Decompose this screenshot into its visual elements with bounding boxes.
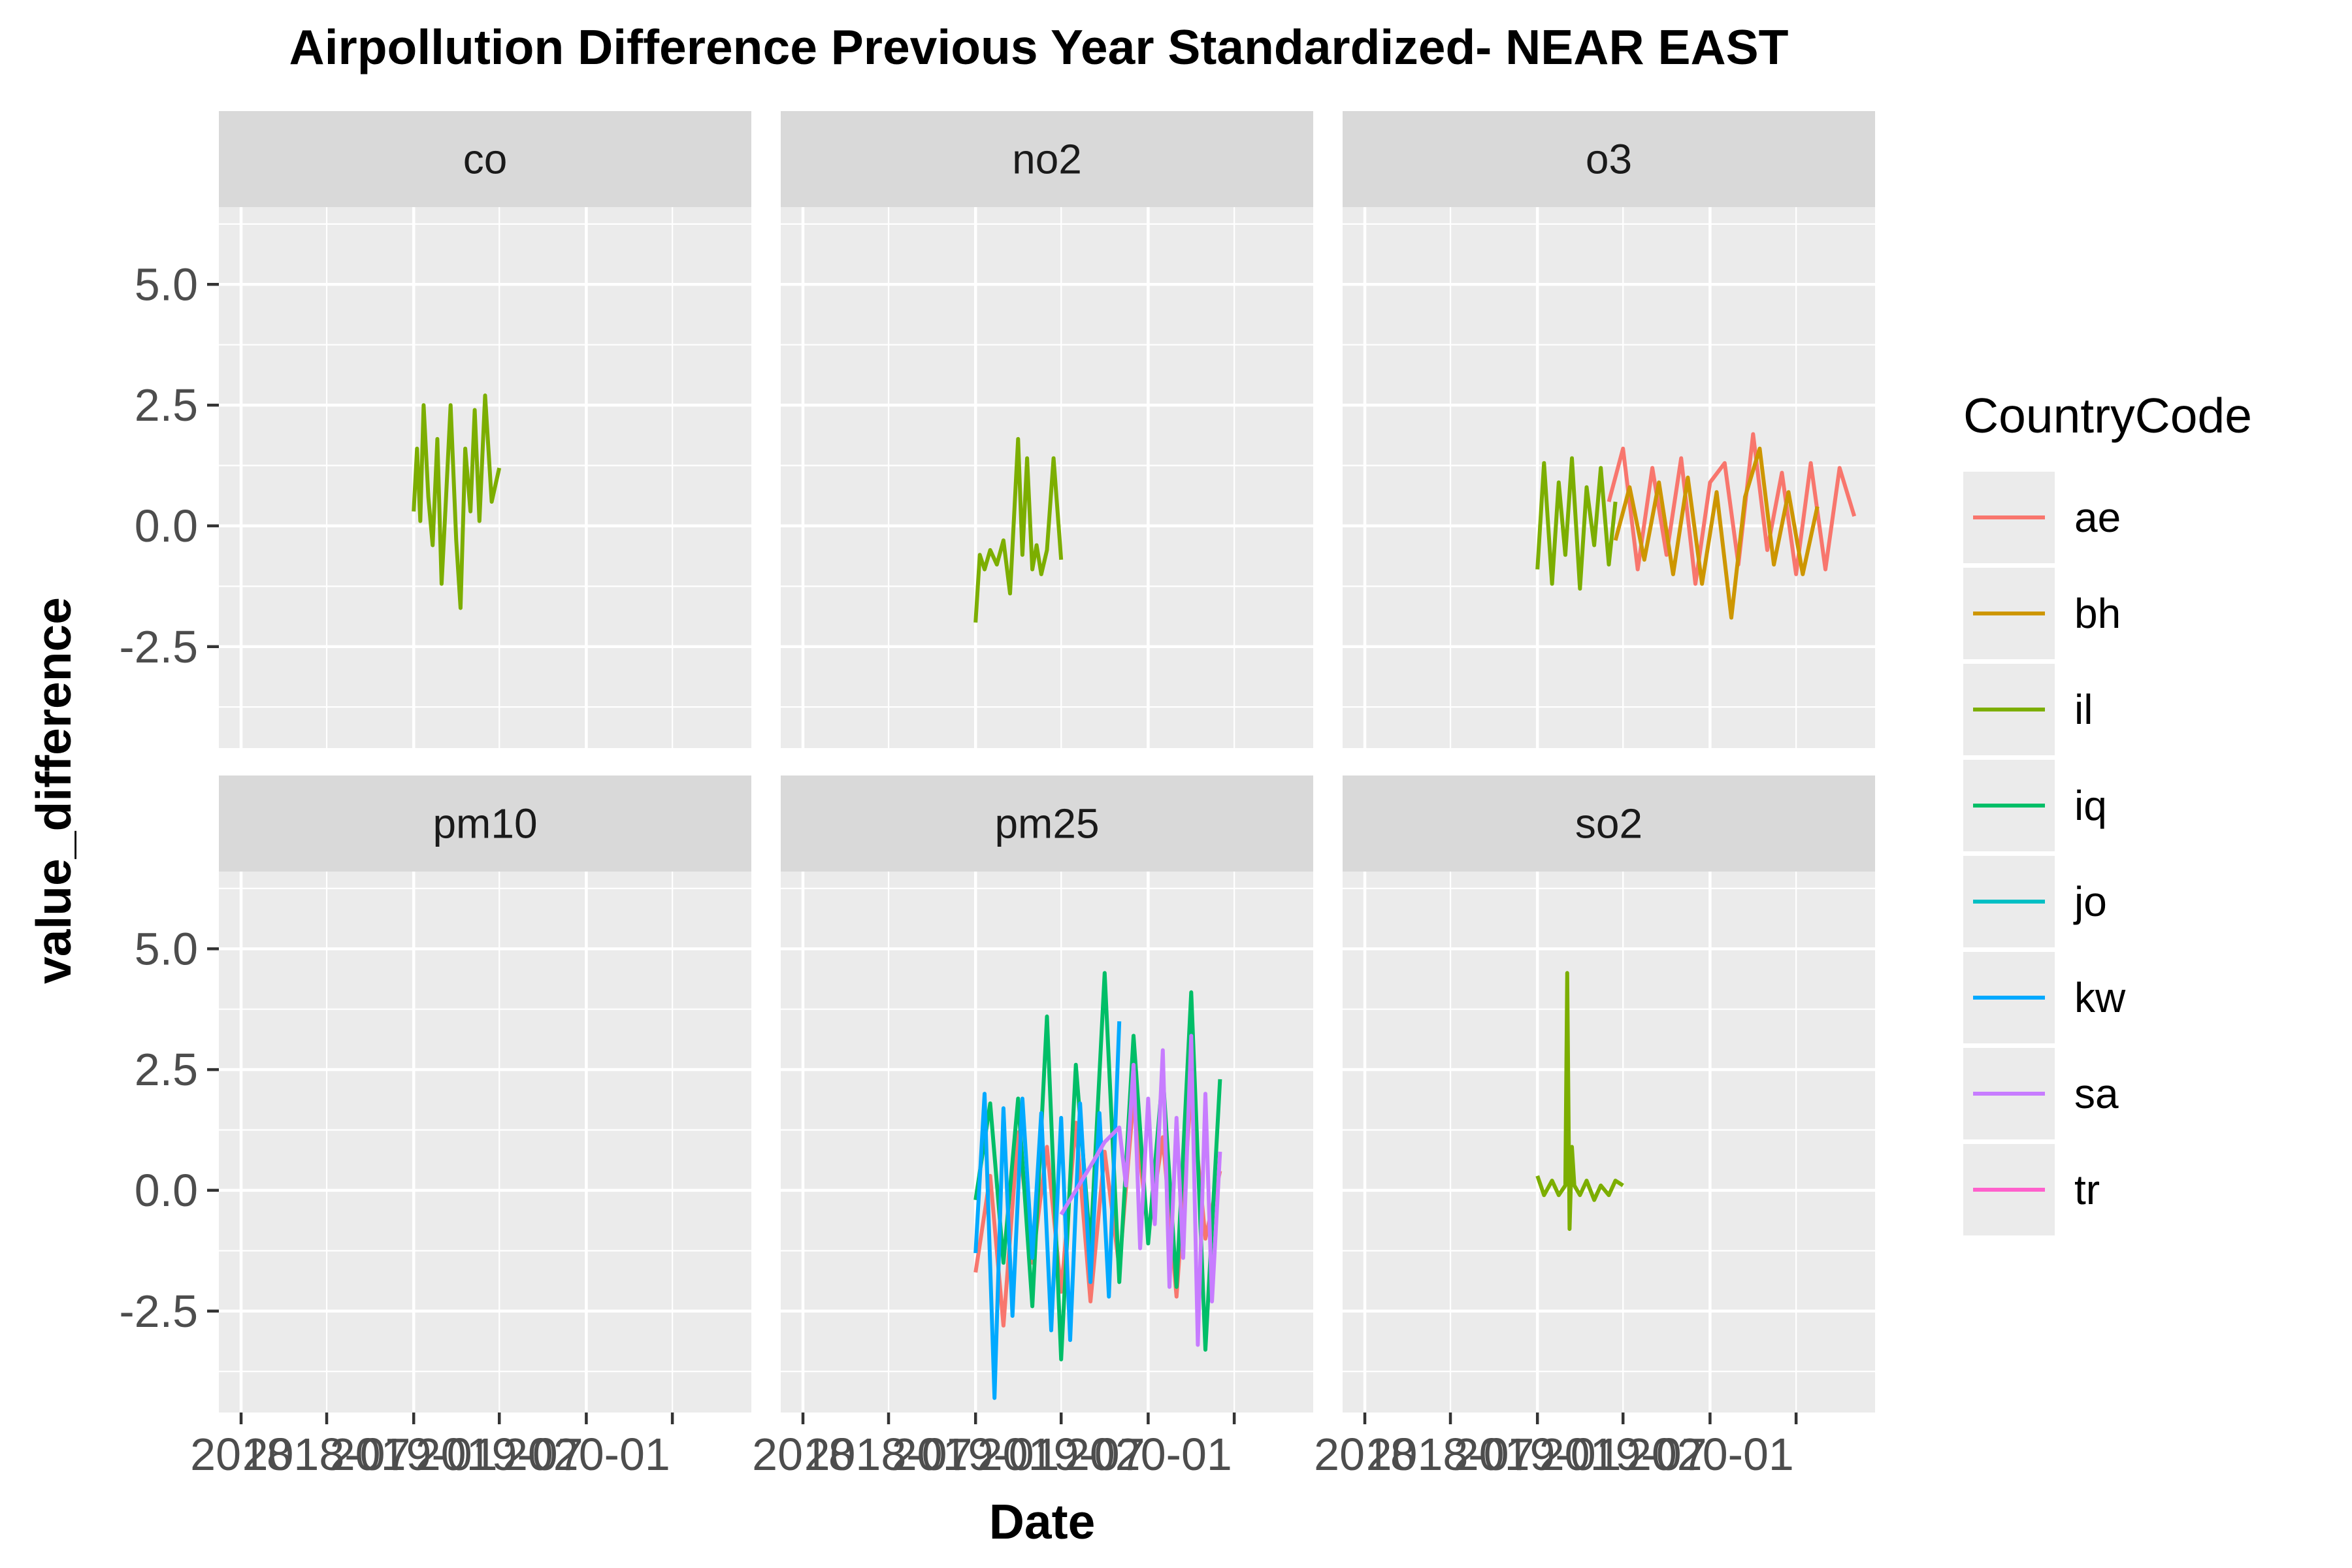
legend-item-tr: tr (1963, 1144, 2100, 1235)
x-tick-label: 2018-07 (805, 1429, 973, 1480)
series-line-iq (973, 971, 1222, 1362)
legend-label: iq (2074, 782, 2107, 829)
legend-label: bh (2074, 590, 2121, 637)
legend-label: jo (2073, 878, 2107, 925)
x-tick-label: 2019-07 (416, 1429, 583, 1480)
legend-label: sa (2074, 1070, 2119, 1117)
legend-item-kw: kw (1963, 952, 2126, 1043)
x-tick-label: 2018-07 (1367, 1429, 1535, 1480)
x-tick-label: 2019-01 (1454, 1429, 1622, 1480)
legend-label: kw (2074, 974, 2126, 1021)
legend-label: tr (2074, 1166, 2100, 1213)
facet-strip-label: pm10 (433, 800, 537, 847)
legend-item-sa: sa (1963, 1048, 2119, 1139)
facet-no2: no2 (781, 111, 1313, 748)
legend: CountryCode ae bh il iq jo kw sa tr (1963, 388, 2252, 1235)
x-tick-label: 2020-01 (1064, 1429, 1232, 1480)
y-tick-label: -2.5 (119, 1286, 198, 1337)
x-tick-label: 2019-07 (977, 1429, 1145, 1480)
legend-item-bh: bh (1963, 568, 2121, 659)
series-line-bh (1613, 446, 1820, 620)
panel-background (1343, 872, 1875, 1413)
legend-item-iq: iq (1963, 760, 2107, 851)
facet-strip-label: pm25 (994, 800, 1099, 847)
panel-background (219, 872, 751, 1413)
y-tick-label: 2.5 (135, 1044, 198, 1095)
x-tick-label: 2019-01 (330, 1429, 498, 1480)
x-tick-label: 2020-01 (502, 1429, 670, 1480)
facet-o3: o3 (1343, 111, 1875, 748)
y-axis-title: value_difference (26, 597, 81, 984)
series-line-il (1535, 456, 1618, 591)
facet-co: co 5.0 2.5 0.0 -2.5 (119, 111, 751, 748)
facet-strip (781, 776, 1313, 872)
legend-item-ae: ae (1963, 472, 2121, 563)
series-line-sa (1059, 1034, 1222, 1347)
x-tick-label: 2019-01 (892, 1429, 1060, 1480)
y-tick-label: 0.0 (135, 500, 198, 551)
facet-strip (781, 111, 1313, 207)
facet-strip-label: o3 (1586, 136, 1632, 183)
legend-label: ae (2074, 494, 2121, 541)
legend-label: il (2074, 686, 2093, 733)
panel-background (781, 207, 1313, 748)
facet-strip (1343, 776, 1875, 872)
x-tick-label: 2018 (1314, 1429, 1416, 1480)
legend-item-jo: jo (1963, 856, 2107, 947)
facet-strip (1343, 111, 1875, 207)
chart-title: Airpollution Difference Previous Year St… (289, 20, 1789, 74)
facet-pm10: pm10 5.0 2.5 0.0 -2.5 20182018-072019-012019-… (119, 776, 751, 1480)
y-tick-label: 2.5 (135, 380, 198, 431)
facet-strip-label: so2 (1575, 800, 1642, 847)
y-tick-label: 0.0 (135, 1165, 198, 1216)
series-line-il (412, 393, 502, 610)
panel-background (219, 207, 751, 748)
series-line-ae (1607, 432, 1857, 586)
x-tick-label: 2020-01 (1626, 1429, 1794, 1480)
facet-strip-label: no2 (1012, 136, 1082, 183)
panel-background (1343, 207, 1875, 748)
legend-items: ae bh il iq jo kw sa tr (1963, 472, 2126, 1235)
y-tick-label: -2.5 (119, 621, 198, 672)
x-tick-label: 2018-07 (243, 1429, 411, 1480)
y-tick-label: 5.0 (135, 923, 198, 974)
x-axis-title: Date (989, 1494, 1096, 1549)
series-line-kw (973, 1021, 1122, 1400)
facet-strip (219, 776, 751, 872)
series-line-il (1535, 971, 1624, 1232)
x-tick-label: 2018 (190, 1429, 292, 1480)
facet-strip-label: co (463, 136, 508, 183)
x-tick-label: 2018 (752, 1429, 854, 1480)
x-tick-label: 2019-07 (1539, 1429, 1707, 1480)
facet-panels: co 5.0 2.5 0.0 -2.5 no2 o3 pm10 5.0 2.5 0.0 -2.5 201… (119, 111, 1875, 1480)
y-tick-label: 5.0 (135, 259, 198, 310)
panel-background (781, 872, 1313, 1413)
legend-item-il: il (1963, 664, 2093, 755)
legend-title: CountryCode (1963, 388, 2252, 443)
series-line-il (973, 436, 1064, 623)
facet-strip (219, 111, 751, 207)
